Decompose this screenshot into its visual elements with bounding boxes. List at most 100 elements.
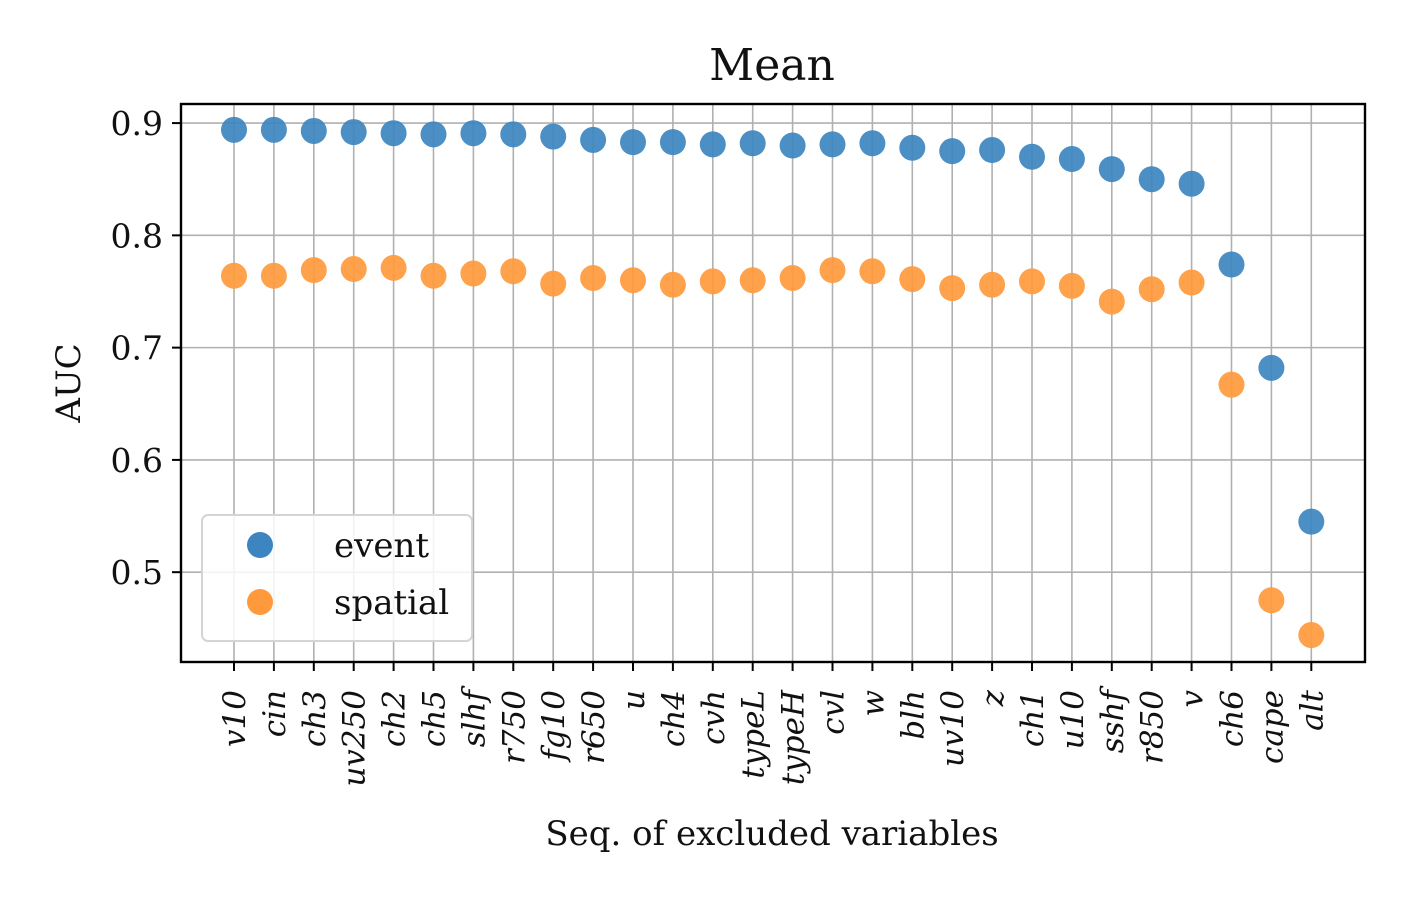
x-tick-label: z [975, 689, 1011, 707]
x-tick-label: ch6 [1215, 690, 1251, 747]
point-event-cvh [699, 131, 726, 158]
point-event-uv250 [340, 119, 367, 146]
x-tick-label: typeH [776, 689, 812, 785]
point-event-cin [260, 116, 287, 143]
data-points [221, 116, 1325, 649]
y-tick-label: 0.8 [111, 216, 163, 255]
point-event-fg10 [540, 123, 567, 150]
point-event-v10 [221, 116, 247, 143]
point-spatial-u [620, 267, 646, 294]
point-spatial-cin [260, 262, 287, 289]
point-spatial-alt [1298, 622, 1325, 649]
point-event-r750 [500, 121, 527, 148]
legend-label-event: event [334, 526, 429, 566]
point-spatial-r850 [1138, 276, 1165, 303]
point-event-sshf [1098, 156, 1125, 183]
x-tick-label: typeL [736, 690, 772, 779]
point-event-r850 [1138, 166, 1165, 193]
y-tick-label: 0.6 [111, 441, 163, 480]
point-event-alt [1298, 508, 1325, 535]
point-spatial-ch3 [300, 257, 327, 284]
legend-marker-spatial [247, 589, 273, 615]
point-spatial-cape [1258, 587, 1285, 614]
x-tick-label: fg10 [536, 690, 572, 763]
point-spatial-slhf [460, 260, 487, 287]
point-event-ch2 [380, 120, 407, 147]
x-tick-label: ch4 [656, 690, 692, 747]
point-spatial-uv250 [340, 256, 367, 283]
point-spatial-ch2 [380, 254, 407, 281]
x-tick-label: cvh [696, 690, 732, 745]
point-spatial-r750 [500, 258, 527, 285]
point-event-ch3 [300, 117, 327, 144]
x-tick-label: cape [1254, 690, 1290, 764]
point-event-ch5 [420, 121, 447, 148]
point-event-z [979, 137, 1006, 164]
point-spatial-ch4 [659, 271, 686, 298]
grid-lines [181, 104, 1365, 662]
point-event-r650 [580, 126, 607, 153]
point-spatial-sshf [1098, 288, 1125, 315]
point-spatial-ch5 [420, 262, 447, 289]
x-axis-label: Seq. of excluded variables [545, 814, 998, 854]
x-tick-label: v10 [217, 690, 253, 747]
point-event-uv10 [939, 138, 966, 165]
y-tick-label: 0.5 [111, 553, 163, 592]
x-tick-label: uv10 [935, 690, 971, 767]
x-tick-label: uv250 [337, 690, 373, 787]
point-event-ch1 [1019, 143, 1045, 170]
x-tick-label: cvl [816, 690, 852, 735]
x-tick-label: slhf [456, 684, 492, 747]
point-spatial-typeL [739, 267, 766, 294]
point-spatial-r650 [580, 265, 607, 292]
x-tick-label: r750 [496, 690, 532, 764]
point-event-ch6 [1218, 251, 1245, 278]
point-event-u10 [1058, 146, 1085, 173]
point-event-slhf [460, 120, 487, 147]
x-tick-label: u [616, 690, 652, 710]
y-tick-label: 0.9 [111, 104, 163, 143]
plot-frame [179, 102, 1367, 664]
x-tick-label: u10 [1055, 690, 1091, 749]
x-tick-label: v [1175, 690, 1211, 708]
x-tick-label: cin [257, 690, 293, 737]
chart-title: Mean [709, 40, 835, 91]
x-tick-label: ch3 [297, 690, 333, 747]
x-tick-label: r650 [576, 690, 612, 764]
point-spatial-uv10 [939, 275, 966, 302]
legend-label-spatial: spatial [334, 583, 449, 623]
legend: event spatial [201, 514, 473, 642]
point-spatial-v10 [221, 262, 247, 289]
point-spatial-v [1178, 269, 1205, 296]
point-spatial-u10 [1058, 272, 1085, 299]
x-tick-label: sshf [1095, 684, 1131, 753]
legend-marker-event [247, 532, 273, 558]
point-event-cape [1258, 354, 1285, 381]
x-tick-label: ch2 [377, 690, 413, 747]
x-tick-label: w [855, 690, 891, 717]
point-event-w [859, 130, 886, 157]
point-event-u [620, 129, 646, 156]
point-spatial-z [979, 271, 1006, 298]
x-tick-label: r850 [1135, 690, 1171, 764]
point-spatial-ch6 [1218, 371, 1245, 398]
point-event-typeL [739, 130, 766, 157]
point-event-blh [899, 134, 926, 161]
point-event-cvl [819, 131, 846, 158]
point-spatial-cvh [699, 268, 726, 295]
point-spatial-w [859, 258, 886, 285]
y-axis-label: AUC [49, 343, 89, 423]
point-spatial-ch1 [1019, 268, 1045, 295]
point-event-typeH [779, 132, 806, 159]
point-event-v [1178, 170, 1205, 197]
point-spatial-typeH [779, 265, 806, 292]
x-tick-label: alt [1294, 689, 1330, 730]
y-tick-label: 0.7 [111, 329, 163, 368]
point-spatial-blh [899, 266, 926, 293]
x-tick-label: ch1 [1015, 690, 1051, 747]
axis-ticks: v10 cin ch3 uv250 ch2 ch5 slhf r750 fg10 r650 u ch4… [111, 104, 1331, 787]
point-event-ch4 [659, 129, 686, 156]
x-tick-label: blh [895, 690, 931, 740]
point-spatial-fg10 [540, 270, 567, 297]
